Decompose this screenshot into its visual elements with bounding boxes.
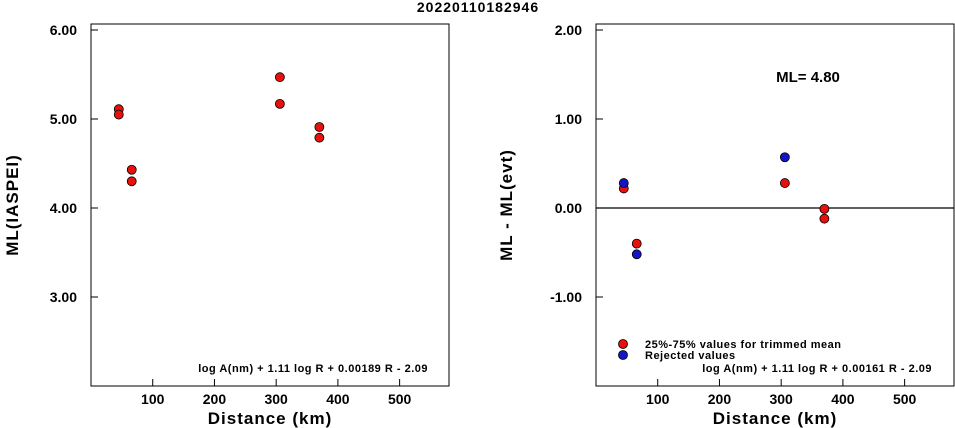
data-point xyxy=(126,164,137,175)
ml-annotation: ML= 4.80 xyxy=(776,69,840,86)
x-tick-label: 100 xyxy=(141,391,165,407)
y-tick-label: 4.00 xyxy=(50,200,77,216)
data-point xyxy=(779,152,790,163)
left-plot-frame xyxy=(90,23,450,387)
figure-title: 20220110182946 xyxy=(417,0,539,15)
right-points xyxy=(618,152,830,260)
right-panel: 100 200 300 400 500 -1.00 0.00 1.00 2.00 ML= 4.8… xyxy=(497,22,955,428)
data-point xyxy=(779,178,790,188)
legend-label-accepted: 25%-75% values for trimmed mean xyxy=(645,339,841,351)
data-point xyxy=(618,178,629,188)
x-tick-label: 500 xyxy=(893,391,917,407)
left-x-axis-label: Distance (km) xyxy=(208,409,332,428)
right-formula: log A(nm) + 1.11 log R + 0.00161 R - 2.0… xyxy=(702,363,932,375)
x-tick-label: 200 xyxy=(203,391,227,407)
x-tick-label: 400 xyxy=(326,391,350,407)
y-tick-label: 5.00 xyxy=(50,111,77,127)
data-point xyxy=(126,176,137,187)
legend-marker-rejected xyxy=(618,350,628,360)
y-tick-label: 1.00 xyxy=(555,111,582,127)
data-point xyxy=(113,109,124,120)
x-tick-label: 300 xyxy=(769,391,793,407)
data-point xyxy=(314,132,325,143)
x-tick-label: 200 xyxy=(708,391,732,407)
left-points xyxy=(113,72,325,187)
right-plot-frame xyxy=(595,23,955,387)
left-formula: log A(nm) + 1.11 log R + 0.00189 R - 2.0… xyxy=(198,363,428,375)
legend-label-rejected: Rejected values xyxy=(645,350,736,362)
right-x-axis-label: Distance (km) xyxy=(713,409,837,428)
left-y-axis-label: ML(IASPEI) xyxy=(3,154,22,256)
legend-marker-accepted xyxy=(618,339,628,349)
left-ticks: 100 200 300 400 500 3.00 4.00 5.00 6.00 xyxy=(50,22,412,407)
left-panel: 100 200 300 400 500 3.00 4.00 5.00 6.00 log A(nm… xyxy=(3,22,450,428)
y-tick-label: 6.00 xyxy=(50,22,77,38)
y-tick-label: 3.00 xyxy=(50,289,77,305)
data-point xyxy=(631,249,642,260)
y-tick-label: -1.00 xyxy=(550,289,582,305)
x-tick-label: 300 xyxy=(264,391,288,407)
data-point xyxy=(274,72,285,83)
data-point xyxy=(314,122,325,132)
data-point xyxy=(819,213,830,224)
right-ticks: 100 200 300 400 500 -1.00 0.00 1.00 2.00 xyxy=(550,22,916,407)
y-tick-label: 0.00 xyxy=(555,200,582,216)
x-tick-label: 500 xyxy=(388,391,412,407)
data-point xyxy=(819,203,830,214)
legend: 25%-75% values for trimmed mean Rejected… xyxy=(618,339,841,362)
x-tick-label: 400 xyxy=(831,391,855,407)
data-point xyxy=(631,238,642,249)
y-tick-label: 2.00 xyxy=(555,22,582,38)
right-y-axis-label: ML - ML(evt) xyxy=(497,149,516,261)
x-tick-label: 100 xyxy=(646,391,670,407)
data-point xyxy=(274,98,285,109)
